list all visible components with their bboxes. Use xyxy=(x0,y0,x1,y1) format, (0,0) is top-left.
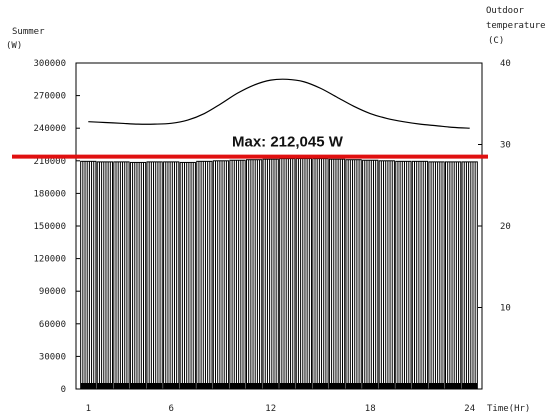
bar-base xyxy=(345,383,362,389)
bar-base xyxy=(296,383,312,389)
bar-base xyxy=(362,383,378,389)
bar xyxy=(80,160,97,390)
bar-base xyxy=(395,383,412,389)
bar xyxy=(345,159,362,390)
bar-base xyxy=(445,383,461,389)
bar xyxy=(461,161,478,390)
right-axis-unit: (C) xyxy=(488,36,504,46)
bar-base xyxy=(428,383,445,389)
left-tick-label: 30000 xyxy=(39,352,66,362)
max-power-label: Max: 212,045 W xyxy=(232,134,344,151)
x-axis-title: Time(Hr) xyxy=(487,404,530,414)
bar-base xyxy=(412,383,428,389)
right-tick-label: 30 xyxy=(500,141,511,151)
bar xyxy=(362,159,379,390)
bar xyxy=(96,161,114,390)
left-tick-label: 60000 xyxy=(39,320,66,330)
left-tick-label: 300000 xyxy=(33,59,66,69)
bar-base xyxy=(329,383,345,389)
left-tick-label: 90000 xyxy=(39,287,66,297)
temperature-line xyxy=(88,78,470,129)
x-tick-label: 24 xyxy=(464,404,475,414)
bar-base xyxy=(279,383,295,389)
bar-base xyxy=(97,383,113,389)
bar xyxy=(444,161,462,390)
chart-title: Summer xyxy=(12,27,45,37)
bar-base xyxy=(163,383,179,389)
bar-base xyxy=(196,383,213,389)
right-tick-label: 10 xyxy=(500,304,511,314)
bar xyxy=(262,158,279,390)
bar-base xyxy=(462,383,478,389)
bar xyxy=(229,159,246,390)
bar-base xyxy=(379,383,395,389)
x-tick-label: 12 xyxy=(265,404,276,414)
x-tick-label: 6 xyxy=(168,404,173,414)
bar-base xyxy=(80,383,96,389)
bar-base xyxy=(246,383,262,389)
left-tick-label: 240000 xyxy=(33,124,66,134)
bar xyxy=(328,158,346,390)
left-tick-label: 180000 xyxy=(33,189,66,199)
bar xyxy=(129,161,147,390)
right-axis-title-line1: Outdoor xyxy=(486,6,525,16)
right-axis-title-line2: temperature xyxy=(486,21,546,31)
bar xyxy=(179,161,196,390)
bar-base xyxy=(213,383,229,389)
left-tick-label: 270000 xyxy=(33,92,66,102)
bar xyxy=(196,160,213,390)
bar xyxy=(312,158,329,390)
left-tick-label: 0 xyxy=(61,385,66,395)
bar xyxy=(411,160,429,390)
bar xyxy=(146,161,163,390)
right-tick-label: 20 xyxy=(500,222,511,232)
bar-base xyxy=(113,383,130,389)
bar-base xyxy=(312,383,329,389)
bar xyxy=(163,161,180,390)
bar-base xyxy=(146,383,163,389)
bar xyxy=(378,160,395,390)
bar-base xyxy=(263,383,279,389)
bar xyxy=(245,159,263,390)
bar-base xyxy=(229,383,246,389)
left-tick-label: 120000 xyxy=(33,255,66,265)
bar xyxy=(279,158,296,390)
x-tick-label: 18 xyxy=(365,404,376,414)
bar xyxy=(295,158,313,390)
left-tick-label: 150000 xyxy=(33,222,66,232)
bar xyxy=(113,161,130,390)
right-tick-label: 40 xyxy=(500,59,511,69)
bar xyxy=(212,160,230,390)
x-tick-label: 1 xyxy=(86,404,91,414)
bar xyxy=(395,160,412,390)
left-axis-unit: (W) xyxy=(6,41,22,51)
bar-base xyxy=(180,383,196,389)
bar xyxy=(428,161,445,390)
left-tick-label: 210000 xyxy=(33,157,66,167)
bar-base xyxy=(130,383,146,389)
